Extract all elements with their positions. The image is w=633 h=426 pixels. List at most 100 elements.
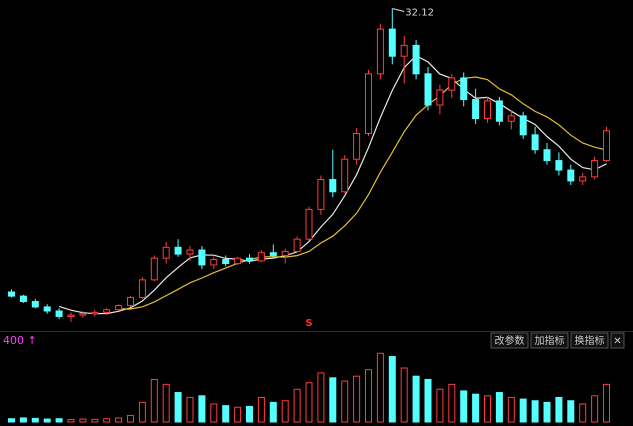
volume-bar: [91, 418, 99, 423]
volume-bar: [579, 403, 587, 423]
candle-body: [591, 160, 599, 178]
volume-bar: [460, 390, 468, 423]
volume-bar: [19, 417, 27, 423]
candle-body: [531, 134, 539, 151]
candle-body: [127, 296, 134, 307]
volume-bar: [531, 400, 539, 423]
candle-body: [495, 100, 503, 122]
candle-body: [412, 44, 420, 75]
volume-bar: [376, 352, 384, 423]
candle-body: [424, 73, 432, 106]
volume-bar: [138, 401, 146, 423]
volume-label: 400 ↑: [3, 334, 37, 347]
candle-body: [210, 259, 218, 266]
volume-bar: [388, 356, 396, 423]
volume-bar: [495, 392, 503, 423]
volume-bar: [210, 403, 218, 423]
candle-body: [543, 149, 551, 162]
volume-bar: [186, 396, 194, 423]
toolbar-button[interactable]: [490, 332, 529, 349]
candle-body: [341, 158, 349, 193]
candle-body: [567, 169, 575, 182]
candle-body: [269, 252, 277, 256]
volume-bar: [222, 405, 230, 423]
volume-bar: [31, 417, 39, 423]
candle-body: [162, 246, 170, 259]
candle-body: [507, 115, 515, 122]
toolbar-button[interactable]: [610, 332, 625, 349]
candle-body: [281, 250, 289, 256]
candle-body: [257, 252, 265, 262]
candle-body: [579, 176, 587, 182]
volume-bar: [519, 398, 527, 423]
candle-body: [8, 291, 15, 297]
candle-body: [246, 257, 253, 262]
volume-bar: [103, 418, 111, 423]
volume-bar: [8, 418, 15, 423]
candle-body: [376, 28, 384, 75]
toolbar-button-label[interactable]: 换指标: [575, 334, 605, 347]
volume-bar: [424, 378, 432, 423]
volume-bar: [293, 388, 301, 423]
volume-bar: [400, 367, 408, 423]
volume-bar: [317, 372, 325, 423]
candle-body: [388, 28, 396, 57]
volume-bar: [234, 406, 242, 423]
peak-label: 32.12: [405, 8, 434, 19]
volume-bar: [162, 383, 170, 423]
toolbar-button-label[interactable]: 改参数: [495, 334, 525, 347]
volume-bar: [305, 382, 313, 423]
candle-body: [198, 249, 206, 266]
volume-bar: [365, 369, 372, 423]
candle-body: [150, 257, 158, 281]
candle-body: [436, 89, 444, 106]
moving-average-line: [118, 76, 607, 310]
volume-bar: [555, 396, 563, 423]
volume-bar: [591, 395, 599, 423]
candle-body: [222, 259, 230, 265]
volume-bar: [543, 401, 551, 423]
candle-body: [186, 249, 194, 255]
volume-bar: [55, 418, 63, 423]
candle-body: [448, 77, 456, 91]
volume-bar: [281, 400, 289, 423]
volume-bar: [174, 392, 182, 423]
candle-body: [115, 305, 123, 311]
candle-body: [460, 77, 468, 101]
toolbar-button[interactable]: [530, 332, 569, 349]
volume-bar: [67, 419, 75, 423]
volume-bar: [246, 405, 253, 423]
toolbar-button-label[interactable]: ✕: [613, 336, 621, 347]
candle-body: [55, 310, 63, 317]
candle-body: [329, 179, 337, 193]
volume-bar: [567, 400, 575, 423]
volume-bar: [484, 395, 491, 423]
candle-body: [472, 99, 480, 120]
candle-body: [91, 311, 99, 315]
candle-body: [555, 160, 563, 171]
volume-bar: [472, 393, 480, 423]
moving-average-line: [58, 54, 607, 315]
toolbar-button[interactable]: [570, 332, 609, 349]
volume-bar: [43, 418, 51, 423]
volume-bar: [507, 396, 515, 423]
volume-bar: [448, 383, 456, 423]
toolbar-button-label[interactable]: 加指标: [535, 334, 565, 347]
candle-body: [19, 295, 27, 303]
candle-body: [234, 257, 242, 265]
volume-bar: [329, 377, 337, 423]
volume-bar: [198, 395, 206, 423]
candle-body: [400, 44, 408, 57]
candle-body: [174, 246, 182, 255]
volume-bar: [79, 418, 87, 423]
candle-body: [484, 100, 491, 120]
candle-body: [305, 208, 313, 240]
volume-bar: [257, 396, 265, 423]
volume-bar: [436, 388, 444, 423]
volume-bar: [127, 414, 134, 423]
candle-body: [31, 301, 39, 308]
candle-body: [519, 115, 527, 136]
volume-bar: [412, 375, 420, 423]
